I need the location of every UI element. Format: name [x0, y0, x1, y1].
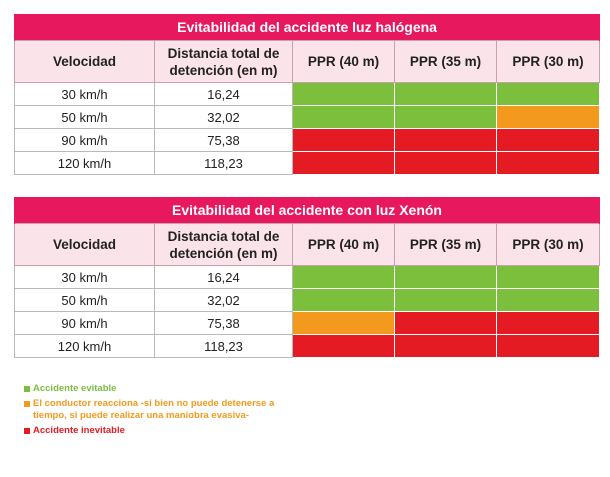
- table-xenon: Evitabilidad del accidente con luz Xenón…: [13, 197, 601, 358]
- distance-cell: 32,02: [154, 288, 293, 312]
- distance-cell: 118,23: [154, 334, 293, 358]
- header-ppr-30: PPR (30 m): [495, 40, 601, 83]
- outcome-cell-evitable: [495, 288, 601, 312]
- header-distancia-text: Distancia total de detención (en m): [167, 45, 280, 78]
- speed-cell: 120 km/h: [14, 151, 155, 175]
- outcome-cell-inevitable: [292, 334, 395, 358]
- outcome-cell-evitable: [292, 82, 395, 106]
- table-halogena: Evitabilidad del accidente luz halógena …: [13, 14, 601, 175]
- outcome-cell-evitable: [394, 265, 497, 289]
- outcome-cell-evitable: [394, 288, 497, 312]
- distance-cell: 32,02: [154, 105, 293, 129]
- header-distancia-text: Distancia total de detención (en m): [167, 228, 280, 261]
- speed-cell: 50 km/h: [14, 105, 155, 129]
- outcome-cell-inevitable: [292, 128, 395, 152]
- header-ppr-35: PPR (35 m): [394, 223, 497, 266]
- outcome-cell-evitable: [495, 82, 601, 106]
- legend-label: Accidente inevitable: [33, 425, 125, 436]
- legend-item-evitable: Accidente evitable: [24, 383, 274, 395]
- header-velocidad: Velocidad: [14, 223, 155, 266]
- legend-swatch: [24, 386, 30, 392]
- speed-cell: 30 km/h: [14, 265, 155, 289]
- legend-item-inevitable: Accidente inevitable: [24, 425, 274, 437]
- legend-label: Accidente evitable: [33, 383, 117, 394]
- header-distancia: Distancia total de detención (en m): [154, 223, 293, 266]
- table-row: 50 km/h 32,02: [14, 288, 601, 312]
- header-ppr-30: PPR (30 m): [495, 223, 601, 266]
- outcome-cell-inevitable: [394, 334, 497, 358]
- outcome-cell-inevitable: [394, 151, 497, 175]
- header-ppr-40: PPR (40 m): [292, 223, 395, 266]
- speed-cell: 90 km/h: [14, 128, 155, 152]
- outcome-cell-inevitable: [495, 311, 601, 335]
- outcome-cell-evitable: [292, 265, 395, 289]
- table-row: 120 km/h 118,23: [14, 151, 601, 175]
- outcome-cell-evitable: [292, 105, 395, 129]
- outcome-cell-inevitable: [394, 128, 497, 152]
- legend-swatch: [24, 428, 30, 434]
- legend-label: El conductor reacciona -si bien no puede…: [33, 398, 275, 421]
- header-ppr-35: PPR (35 m): [394, 40, 497, 83]
- outcome-cell-maniobra: [495, 105, 601, 129]
- outcome-cell-evitable: [292, 288, 395, 312]
- distance-cell: 118,23: [154, 151, 293, 175]
- table-body: 30 km/h 16,24 50 km/h 32,02 90 km/h 75,38 120 …: [14, 82, 601, 175]
- legend-swatch: [24, 401, 30, 407]
- outcome-cell-evitable: [394, 105, 497, 129]
- distance-cell: 16,24: [154, 265, 293, 289]
- outcome-cell-inevitable: [495, 128, 601, 152]
- outcome-cell-evitable: [495, 265, 601, 289]
- legend: Accidente evitable El conductor reaccion…: [24, 383, 274, 440]
- distance-cell: 75,38: [154, 128, 293, 152]
- table-body: 30 km/h 16,24 50 km/h 32,02 90 km/h 75,38 120 …: [14, 265, 601, 358]
- legend-item-maniobra: El conductor reacciona -si bien no puede…: [24, 398, 274, 422]
- outcome-cell-maniobra: [292, 311, 395, 335]
- table-row: 30 km/h 16,24: [14, 82, 601, 106]
- distance-cell: 16,24: [154, 82, 293, 106]
- outcome-cell-inevitable: [394, 311, 497, 335]
- speed-cell: 120 km/h: [14, 334, 155, 358]
- table-row: 90 km/h 75,38: [14, 128, 601, 152]
- table-title: Evitabilidad del accidente con luz Xenón: [13, 197, 601, 224]
- header-distancia: Distancia total de detención (en m): [154, 40, 293, 83]
- table-row: 30 km/h 16,24: [14, 265, 601, 289]
- table-title: Evitabilidad del accidente luz halógena: [13, 14, 601, 41]
- outcome-cell-inevitable: [495, 151, 601, 175]
- outcome-cell-inevitable: [495, 334, 601, 358]
- speed-cell: 50 km/h: [14, 288, 155, 312]
- table-row: 50 km/h 32,02: [14, 105, 601, 129]
- table-row: 120 km/h 118,23: [14, 334, 601, 358]
- speed-cell: 90 km/h: [14, 311, 155, 335]
- distance-cell: 75,38: [154, 311, 293, 335]
- outcome-cell-evitable: [394, 82, 497, 106]
- outcome-cell-inevitable: [292, 151, 395, 175]
- speed-cell: 30 km/h: [14, 82, 155, 106]
- table-row: 90 km/h 75,38: [14, 311, 601, 335]
- header-ppr-40: PPR (40 m): [292, 40, 395, 83]
- header-velocidad: Velocidad: [14, 40, 155, 83]
